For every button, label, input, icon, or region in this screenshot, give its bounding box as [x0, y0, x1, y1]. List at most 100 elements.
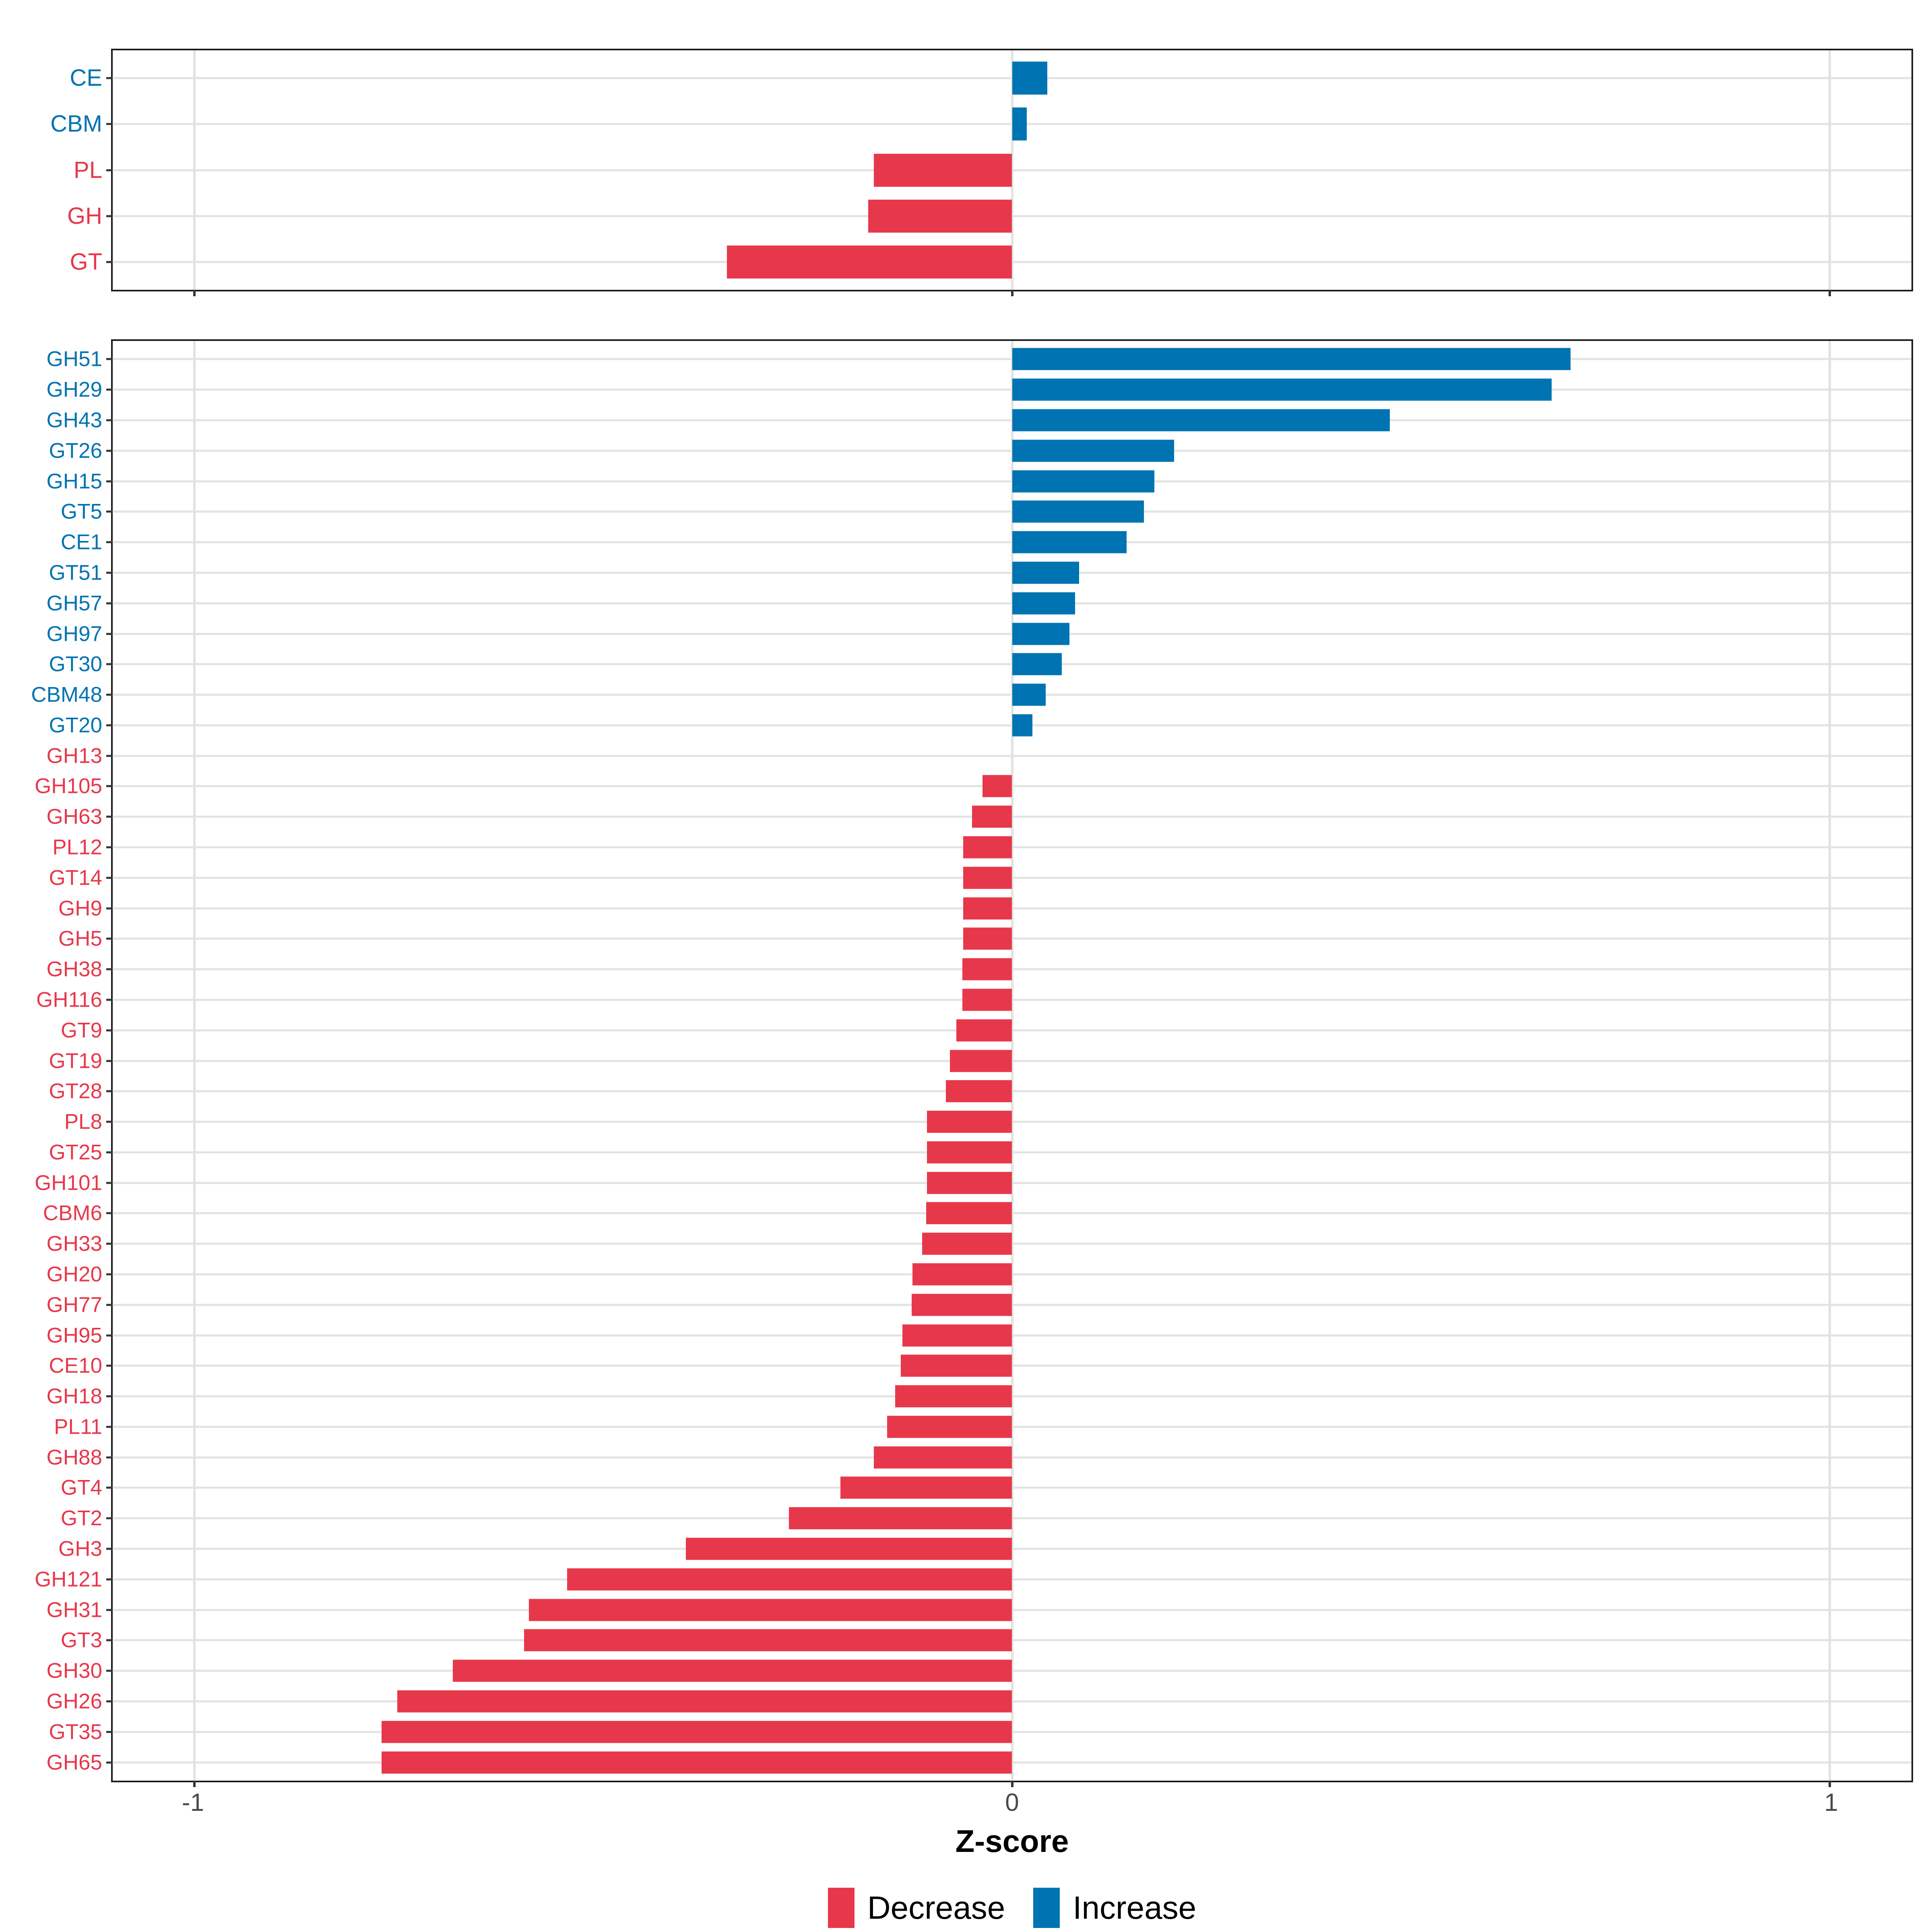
bar-PL8: [927, 1110, 1012, 1133]
category-label-GT28: GT28: [49, 1079, 102, 1103]
y-axis-tick-mark: [106, 1426, 113, 1428]
horizontal-gridline: [113, 1395, 1911, 1397]
category-label-PL8: PL8: [64, 1110, 102, 1134]
y-axis-tick-mark: [106, 1273, 113, 1276]
bar-CBM: [1012, 107, 1027, 141]
bar-GT51: [1012, 561, 1080, 584]
category-label-GT5: GT5: [60, 500, 102, 524]
bar-GH29: [1012, 378, 1552, 401]
horizontal-gridline: [113, 1486, 1911, 1489]
horizontal-gridline: [113, 1273, 1911, 1276]
bar-GH105: [983, 775, 1012, 797]
category-label-GT35: GT35: [49, 1720, 102, 1744]
bar-CE: [1012, 61, 1047, 95]
y-axis-tick-mark: [106, 999, 113, 1001]
y-axis-tick-mark: [106, 388, 113, 391]
y-axis-tick-mark: [106, 1548, 113, 1550]
y-axis-tick-mark: [106, 450, 113, 452]
horizontal-gridline: [113, 1212, 1911, 1214]
bar-GH116: [962, 989, 1012, 1011]
category-label-GH38: GH38: [46, 957, 102, 981]
category-label-GH29: GH29: [46, 378, 102, 402]
bar-GH57: [1012, 592, 1075, 615]
category-label-GT: GT: [70, 249, 102, 275]
x-axis-tick-labels: -1 0 1: [111, 1790, 1913, 1818]
category-label-GT4: GT4: [60, 1476, 102, 1500]
y-axis-tick-mark: [106, 1212, 113, 1214]
y-axis-tick-mark: [106, 1609, 113, 1611]
family-level-panel: GH51 GH29 GH43 GT26 GH15 GT5 CE1 GT51 GH57 GH97 GT…: [31, 339, 1913, 1787]
bar-PL12: [963, 836, 1012, 859]
x-axis-tick-mark: [1828, 290, 1831, 296]
category-label-GT3: GT3: [60, 1628, 102, 1652]
y-axis-tick-mark: [106, 1700, 113, 1703]
horizontal-gridline: [113, 215, 1911, 217]
horizontal-gridline: [113, 937, 1911, 940]
bar-GH121: [567, 1568, 1012, 1591]
bar-GT28: [945, 1080, 1012, 1102]
bar-GT20: [1012, 714, 1033, 737]
y-axis-tick-mark: [106, 1090, 113, 1092]
horizontal-gridline: [113, 1121, 1911, 1123]
horizontal-gridline: [113, 261, 1911, 263]
category-label-GT25: GT25: [49, 1140, 102, 1164]
horizontal-gridline: [113, 1761, 1911, 1764]
bar-GT2: [788, 1507, 1012, 1530]
horizontal-gridline: [113, 1243, 1911, 1245]
category-label-CE: CE: [70, 64, 102, 91]
increase-swatch-icon: [1033, 1888, 1060, 1928]
y-axis-tick-mark: [106, 1364, 113, 1367]
y-axis-tick-mark: [106, 1304, 113, 1306]
horizontal-gridline: [113, 1548, 1911, 1550]
bar-GH18: [895, 1385, 1012, 1408]
horizontal-gridline: [113, 1731, 1911, 1733]
bar-GH15: [1012, 470, 1154, 493]
x-tick-label-minus1: -1: [182, 1789, 204, 1816]
category-label-GH77: GH77: [46, 1293, 102, 1317]
bar-GH3: [685, 1538, 1012, 1560]
category-label-GH: GH: [67, 202, 102, 229]
bar-GT: [727, 246, 1012, 279]
category-label-GH105: GH105: [35, 774, 102, 798]
category-label-CE1: CE1: [60, 530, 102, 554]
y-axis-tick-mark: [106, 1670, 113, 1672]
bar-GH33: [922, 1232, 1012, 1255]
category-label-GH26: GH26: [46, 1689, 102, 1713]
horizontal-gridline: [113, 1639, 1911, 1641]
category-label-CBM48: CBM48: [31, 683, 102, 707]
category-label-GH51: GH51: [46, 347, 102, 371]
bar-GT30: [1012, 653, 1062, 675]
bar-GH97: [1012, 623, 1069, 645]
bar-GH31: [528, 1599, 1012, 1621]
category-label-GH13: GH13: [46, 744, 102, 768]
y-axis-tick-mark: [106, 755, 113, 757]
bar-GH38: [962, 958, 1012, 980]
horizontal-gridline: [113, 815, 1911, 818]
bar-GT26: [1012, 440, 1174, 462]
category-label-GH18: GH18: [46, 1384, 102, 1408]
y-axis-tick-mark: [106, 1182, 113, 1184]
category-label-GT51: GT51: [49, 561, 102, 585]
category-label-CBM: CBM: [50, 111, 102, 137]
x-tick-label-zero: 0: [1005, 1789, 1019, 1816]
x-axis-tick-mark: [193, 290, 196, 296]
y-axis-tick-mark: [106, 419, 113, 421]
y-axis-tick-mark: [106, 1334, 113, 1337]
category-label-GH116: GH116: [36, 988, 102, 1012]
y-axis-tick-mark: [106, 1486, 113, 1489]
bar-GH95: [902, 1324, 1012, 1347]
category-label-GH121: GH121: [35, 1567, 102, 1591]
bar-PL: [874, 153, 1012, 187]
category-label-PL12: PL12: [52, 835, 102, 859]
y-axis-tick-mark: [106, 123, 113, 125]
horizontal-gridline: [113, 1670, 1911, 1672]
horizontal-gridline: [113, 785, 1911, 787]
category-label-GT14: GT14: [49, 866, 102, 890]
y-axis-tick-mark: [106, 877, 113, 879]
bar-GH65: [382, 1751, 1012, 1774]
legend-entry-decrease: Decrease: [828, 1888, 1005, 1928]
y-axis-tick-mark: [106, 510, 113, 513]
bar-GT25: [927, 1141, 1012, 1164]
horizontal-gridline: [113, 1334, 1911, 1337]
